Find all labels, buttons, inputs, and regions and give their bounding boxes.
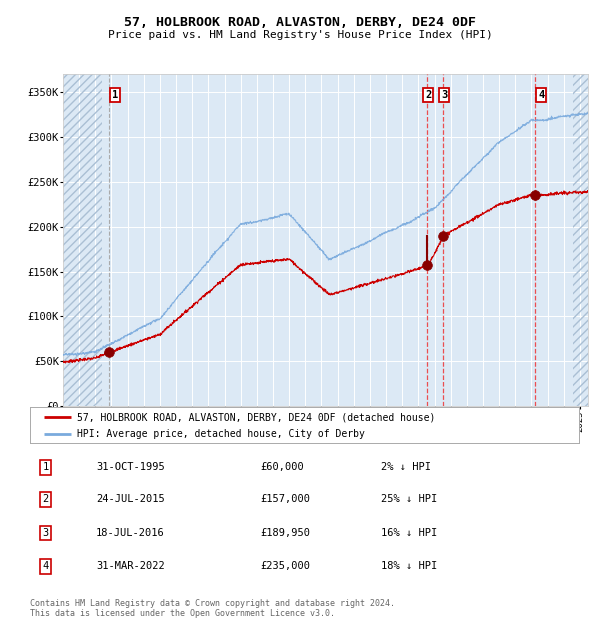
Text: £189,950: £189,950 — [260, 528, 311, 538]
Text: 3: 3 — [441, 90, 447, 100]
Text: 25% ↓ HPI: 25% ↓ HPI — [382, 494, 437, 505]
Text: 18% ↓ HPI: 18% ↓ HPI — [382, 561, 437, 572]
Text: HPI: Average price, detached house, City of Derby: HPI: Average price, detached house, City… — [77, 429, 365, 440]
Text: 18-JUL-2016: 18-JUL-2016 — [96, 528, 164, 538]
Text: £235,000: £235,000 — [260, 561, 311, 572]
Text: 4: 4 — [42, 561, 49, 572]
Bar — [574, 74, 588, 406]
Text: 2% ↓ HPI: 2% ↓ HPI — [382, 463, 431, 472]
Text: Contains HM Land Registry data © Crown copyright and database right 2024.
This d: Contains HM Land Registry data © Crown c… — [30, 599, 395, 618]
Text: 2: 2 — [42, 494, 49, 505]
Text: 3: 3 — [42, 528, 49, 538]
Text: 4: 4 — [538, 90, 544, 100]
Text: Price paid vs. HM Land Registry's House Price Index (HPI): Price paid vs. HM Land Registry's House … — [107, 30, 493, 40]
Text: 1: 1 — [112, 90, 118, 100]
Bar — [63, 74, 102, 406]
Text: 2: 2 — [425, 90, 431, 100]
Text: 57, HOLBROOK ROAD, ALVASTON, DERBY, DE24 0DF (detached house): 57, HOLBROOK ROAD, ALVASTON, DERBY, DE24… — [77, 412, 435, 422]
Text: 16% ↓ HPI: 16% ↓ HPI — [382, 528, 437, 538]
Text: 24-JUL-2015: 24-JUL-2015 — [96, 494, 164, 505]
Text: 31-OCT-1995: 31-OCT-1995 — [96, 463, 164, 472]
Text: £60,000: £60,000 — [260, 463, 304, 472]
Text: 57, HOLBROOK ROAD, ALVASTON, DERBY, DE24 0DF: 57, HOLBROOK ROAD, ALVASTON, DERBY, DE24… — [124, 16, 476, 29]
Text: 31-MAR-2022: 31-MAR-2022 — [96, 561, 164, 572]
Text: 1: 1 — [42, 463, 49, 472]
Text: £157,000: £157,000 — [260, 494, 311, 505]
